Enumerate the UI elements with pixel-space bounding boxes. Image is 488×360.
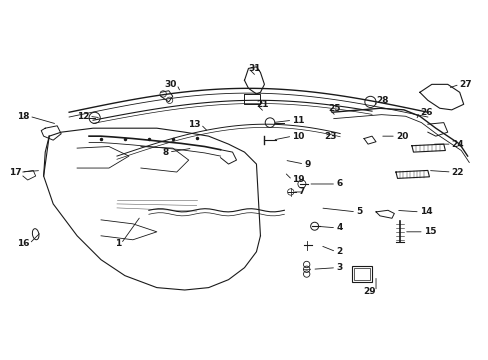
Text: 21: 21 [256, 100, 268, 109]
Text: 6: 6 [335, 180, 342, 189]
Bar [351, 266, 371, 282]
Text: 17: 17 [9, 167, 21, 176]
Text: 4: 4 [335, 223, 342, 232]
Text: 22: 22 [451, 167, 463, 176]
Text: 18: 18 [17, 112, 29, 121]
Text: 14: 14 [419, 207, 431, 216]
Text: 7: 7 [297, 188, 304, 197]
Text: 25: 25 [327, 104, 340, 113]
Text: 8: 8 [162, 148, 168, 157]
Text: 10: 10 [292, 132, 304, 141]
Text: 26: 26 [419, 108, 431, 117]
Text: 15: 15 [423, 227, 435, 236]
Text: 11: 11 [292, 116, 304, 125]
Bar [354, 269, 369, 280]
Text: 31: 31 [248, 64, 261, 73]
Text: 3: 3 [335, 263, 342, 272]
Text: 29: 29 [363, 287, 375, 296]
Text: 19: 19 [292, 175, 305, 184]
Text: 23: 23 [324, 132, 336, 141]
Text: 20: 20 [395, 132, 407, 141]
Text: 12: 12 [77, 112, 89, 121]
Text: 1: 1 [115, 239, 121, 248]
Text: 5: 5 [355, 207, 362, 216]
Text: 13: 13 [188, 120, 200, 129]
Text: 16: 16 [17, 239, 29, 248]
Text: 27: 27 [459, 80, 471, 89]
Text: 9: 9 [304, 159, 310, 168]
Text: 30: 30 [164, 80, 176, 89]
Text: 28: 28 [375, 96, 388, 105]
Text: 2: 2 [335, 247, 342, 256]
Text: 24: 24 [451, 140, 464, 149]
